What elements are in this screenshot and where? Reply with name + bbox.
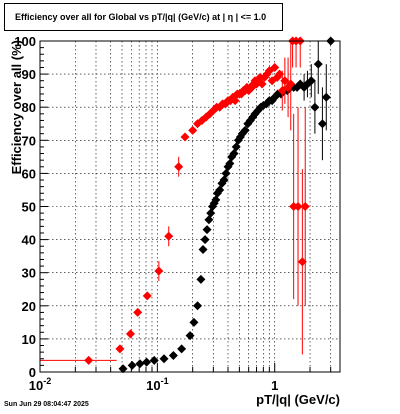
black-data-point (240, 125, 250, 135)
data-points (40, 36, 336, 374)
y-tick-label: 100 (14, 34, 36, 49)
x-tick-label: 10-1 (146, 376, 168, 393)
black-data-point (200, 235, 210, 245)
red-data-point (270, 62, 280, 72)
black-data-point (193, 301, 203, 311)
tick-labels: 0 10 20 30 40 50 60 70 80 90 100 10-2 10-1 1 (14, 34, 278, 393)
black-data-point (310, 102, 320, 112)
red-data-point (125, 329, 135, 339)
black-data-point (219, 175, 229, 185)
black-data-point (313, 59, 323, 69)
red-data-point (115, 344, 125, 354)
y-tick-label: 20 (22, 299, 36, 314)
x-tick-label: 10-2 (29, 376, 51, 393)
black-data-point (159, 354, 169, 364)
black-data-point (149, 355, 159, 365)
black-data-point (225, 158, 235, 168)
x-axis-label: pT/|q| (GeV/c) (256, 392, 340, 407)
black-data-point (177, 344, 187, 354)
y-tick-label: 50 (22, 200, 36, 215)
y-tick-label: 0 (29, 365, 36, 380)
black-data-point (321, 92, 331, 102)
y-tick-label: 60 (22, 166, 36, 181)
red-data-point (255, 72, 265, 82)
black-data-point (198, 245, 208, 255)
red-data-point (188, 125, 198, 135)
black-data-point (142, 357, 152, 367)
black-data-point (189, 317, 199, 327)
red-data-point (154, 266, 164, 276)
y-axis-label: Efficiency over all (%) (9, 40, 24, 174)
red-data-point (280, 76, 290, 86)
black-data-point (135, 359, 145, 369)
red-data-point (174, 162, 184, 172)
red-data-point (300, 202, 310, 211)
black-data-point (118, 364, 128, 374)
red-data-point (286, 79, 296, 89)
x-tick-label: 1 (271, 378, 278, 393)
black-data-point (127, 360, 137, 370)
y-tick-label: 90 (22, 67, 36, 82)
black-data-point (202, 225, 212, 235)
black-data-point (196, 274, 206, 284)
black-data-point (317, 119, 327, 129)
black-data-point (206, 208, 216, 218)
black-data-point (168, 350, 178, 360)
y-tick-label: 30 (22, 266, 36, 281)
timestamp: Sun Jun 29 08:04:47 2025 (4, 401, 89, 408)
red-data-point (257, 79, 267, 89)
red-data-point (142, 291, 152, 301)
axis-ticks (39, 40, 332, 373)
y-tick-label: 80 (22, 100, 36, 115)
red-data-point (293, 202, 303, 211)
y-tick-label: 10 (22, 332, 36, 347)
black-data-point (211, 195, 221, 205)
y-tick-label: 70 (22, 133, 36, 148)
red-data-point (133, 307, 143, 317)
y-tick-label: 40 (22, 233, 36, 248)
black-data-point (185, 331, 195, 341)
red-data-point (164, 231, 174, 241)
chart-title: Efficiency over all for Global vs pT/|q|… (4, 3, 283, 31)
black-data-point (221, 168, 231, 178)
black-data-point (306, 76, 316, 86)
black-data-point (248, 112, 258, 122)
black-data-point (204, 215, 214, 225)
red-data-point (180, 132, 190, 142)
red-data-point (297, 257, 307, 267)
